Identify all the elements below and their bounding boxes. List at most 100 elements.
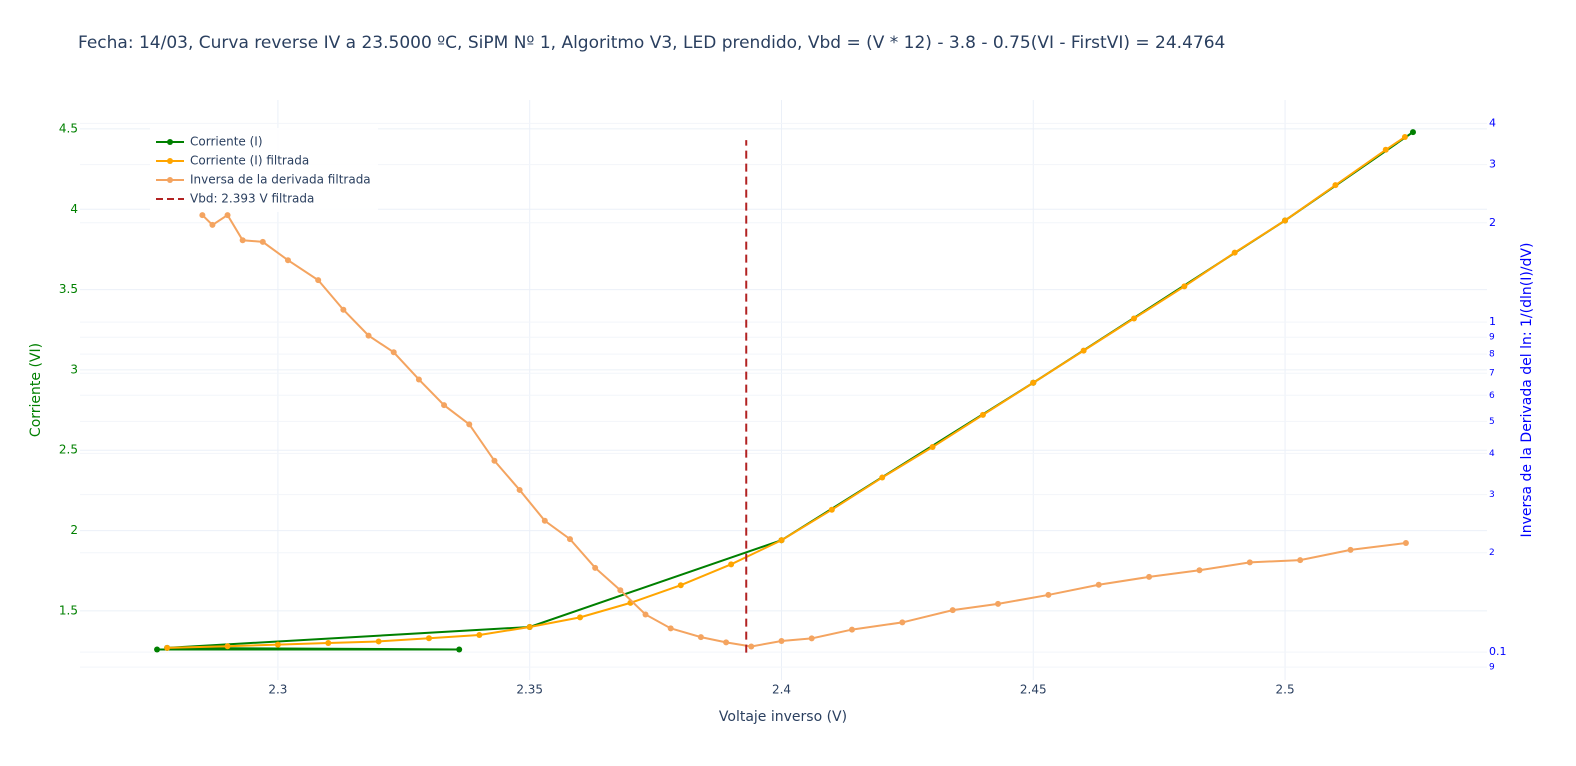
data-point [1045,591,1052,598]
data-point [566,536,573,543]
legend-label: Corriente (I) filtrada [190,154,309,168]
data-point [1402,540,1409,547]
series-line [167,136,1406,649]
data-point [808,635,815,642]
data-point [728,561,735,568]
data-point [748,643,755,650]
data-point [828,506,835,513]
data-point [491,457,498,464]
legend-box [150,128,378,212]
x-tick-label: 2.5 [1276,683,1295,697]
data-point [325,640,332,647]
x-tick-label: 2.35 [516,683,543,697]
data-point [1246,559,1253,566]
x-tick-label: 2.4 [772,683,791,697]
data-point [592,564,599,571]
data-point [1382,146,1389,153]
y2-axis-title: Inversa de la Derivada del ln: 1/(dln(I)… [1519,243,1535,538]
y2-tick-label: 8 [1489,350,1495,360]
data-point [390,349,397,356]
x-tick-label: 2.45 [1020,683,1047,697]
data-point [1401,133,1408,140]
data-point [199,212,206,219]
legend-marker [167,139,173,145]
data-point [466,421,473,428]
y2-tick-label: 3 [1489,490,1495,500]
series-line [201,213,1407,648]
data-point [259,238,266,245]
data-point [315,277,322,284]
data-point [577,614,584,621]
data-point [778,537,785,544]
y-axis-title: Corriente (VI) [28,343,44,437]
data-point [879,474,886,481]
y2-tick-label: 6 [1489,391,1495,401]
plot-area [154,129,1416,653]
data-point [441,402,448,409]
y-tick-label: 2.5 [59,443,78,457]
legend-marker [167,158,173,164]
y-tick-label: 4.5 [59,121,78,135]
y-tick-label: 3 [70,362,78,376]
data-point [209,221,216,228]
data-point [375,638,382,645]
data-point [284,257,291,264]
chart-title: Fecha: 14/03, Curva reverse IV a 23.5000… [78,33,1225,53]
data-point [1332,182,1339,189]
legend-label: Vbd: 2.393 V filtrada [190,192,314,206]
data-point [239,237,246,244]
data-point [224,212,231,219]
data-point [224,643,231,650]
data-point [1146,573,1153,580]
y2-tick-label: 2 [1489,216,1496,229]
y2-tick-label: 1 [1489,315,1496,328]
y-tick-label: 3.5 [59,282,78,296]
y-tick-label: 1.5 [59,603,78,617]
data-point [677,582,684,589]
data-point [1196,567,1203,574]
data-point [1409,129,1416,136]
data-point [1297,557,1304,564]
grid: 2.3 2.35 2.4 2.45 2.5 1.5 2 2.5 3 3.5 4 4.5 9 0.1 2 3 4 5… [59,100,1507,697]
data-point [154,646,161,653]
data-point [778,638,785,645]
data-point [516,486,523,493]
data-point [365,332,372,339]
data-point [949,607,956,614]
data-point [1347,546,1354,553]
data-point [1095,581,1102,588]
data-point [1231,249,1238,256]
y2-tick-label: 2 [1489,548,1495,558]
data-point [456,646,463,653]
data-point [667,625,674,632]
legend-label: Inversa de la derivada filtrada [190,173,371,187]
y-tick-label: 4 [70,202,78,216]
legend-label: Corriente (I) [190,135,263,149]
x-axis-title: Voltaje inverso (V) [719,709,847,725]
y2-tick-label: 4 [1489,449,1495,459]
y-tick-label: 2 [70,523,78,537]
data-point [1030,379,1037,386]
x-tick-label: 2.3 [268,683,287,697]
data-point [899,619,906,626]
data-point [274,641,281,648]
data-point [642,611,649,618]
data-point [995,600,1002,607]
data-point [929,444,936,451]
data-point [1080,347,1087,354]
data-point [340,306,347,313]
data-point [164,644,171,651]
data-point [848,626,855,633]
y2-tick-label: 7 [1489,369,1495,379]
data-point [1130,315,1137,322]
data-point [415,376,422,383]
data-point [476,632,483,639]
data-point [979,411,986,418]
y2-tick-label: 4 [1489,116,1496,129]
data-point [425,635,432,642]
data-point [617,587,624,594]
data-point [541,517,548,524]
y2-tick-label: 3 [1489,158,1496,171]
y2-tick-label: 9 [1489,333,1495,343]
